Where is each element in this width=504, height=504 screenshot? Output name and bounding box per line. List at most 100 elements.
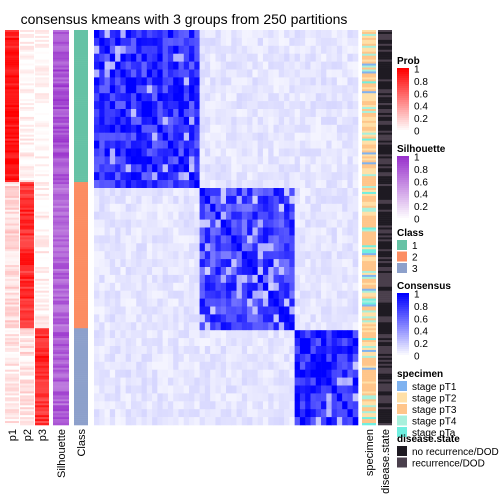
- consensus-cell: [120, 274, 126, 284]
- consensus-cell: [210, 124, 216, 133]
- specimen-cell: [362, 268, 376, 272]
- consensus-cell: [284, 377, 290, 386]
- consensus-cell: [352, 140, 359, 149]
- consensus-cell: [162, 393, 169, 402]
- consensus-cell: [99, 172, 105, 181]
- disease-state-cell: [378, 225, 392, 228]
- consensus-cell: [189, 259, 195, 268]
- consensus-cell: [162, 417, 169, 426]
- specimen-cell: [362, 377, 376, 380]
- consensus-cell: [352, 369, 359, 378]
- consensus-cell: [321, 306, 327, 315]
- class-cell: [74, 110, 88, 114]
- disease-state-cell: [378, 166, 392, 169]
- disease-state-cell: [378, 160, 392, 163]
- consensus-cell: [94, 243, 100, 252]
- consensus-cell: [331, 314, 338, 323]
- class-cell: [74, 316, 88, 319]
- class-cell: [74, 381, 88, 384]
- consensus-cell: [321, 235, 327, 244]
- disease-state-cell: [378, 306, 392, 309]
- prob-p1-cell: [5, 363, 19, 367]
- consensus-cell: [241, 369, 248, 378]
- consensus-cell: [215, 30, 222, 39]
- silhouette-cell: [53, 371, 69, 374]
- consensus-cell: [141, 346, 148, 355]
- consensus-cell: [299, 401, 306, 410]
- consensus-cell: [289, 401, 295, 410]
- consensus-cell: [342, 140, 348, 149]
- prob-p2-cell: [20, 306, 34, 309]
- prob-p1-cell: [5, 395, 19, 398]
- consensus-cell: [136, 338, 142, 347]
- consensus-cell: [299, 227, 306, 236]
- prob-p2-cell: [20, 401, 34, 404]
- legend-tick-label: 0.4: [414, 102, 428, 113]
- silhouette-cell: [53, 172, 69, 175]
- consensus-cell: [247, 298, 253, 307]
- prob-p3-cell: [35, 308, 49, 311]
- consensus-cell: [262, 401, 269, 410]
- consensus-cell: [262, 346, 269, 355]
- class-cell: [74, 75, 88, 78]
- consensus-cell: [194, 393, 200, 402]
- consensus-cell: [162, 298, 169, 307]
- consensus-cell: [241, 180, 248, 189]
- class-cell: [74, 91, 88, 94]
- consensus-cell: [173, 361, 179, 370]
- disease-state-cell: [378, 365, 392, 369]
- silhouette-cell: [53, 162, 69, 165]
- consensus-cell: [315, 211, 322, 220]
- consensus-cell: [178, 377, 185, 386]
- consensus-cell: [183, 61, 190, 70]
- silhouette-cell: [53, 122, 69, 126]
- consensus-cell: [294, 148, 301, 157]
- consensus-cell: [115, 93, 121, 102]
- prob-p1-cell: [5, 322, 19, 325]
- consensus-cell: [120, 195, 126, 205]
- consensus-cell: [342, 77, 348, 86]
- consensus-cell: [130, 203, 137, 212]
- consensus-cell: [194, 188, 200, 197]
- consensus-cell: [173, 164, 179, 173]
- prob-p3-cell: [35, 197, 49, 201]
- prob-p1-cell: [5, 239, 19, 242]
- class-cell: [74, 363, 88, 367]
- class-cell: [74, 49, 88, 53]
- disease-state-cell: [378, 223, 392, 226]
- consensus-cell: [120, 282, 126, 291]
- consensus-cell: [262, 251, 269, 260]
- consensus-cell: [173, 219, 179, 228]
- consensus-cell: [247, 290, 253, 299]
- silhouette-cell: [53, 274, 69, 278]
- class-cell: [74, 65, 88, 68]
- consensus-cell: [299, 298, 306, 307]
- consensus-cell: [215, 274, 222, 284]
- prob-p1-cell: [5, 126, 19, 130]
- consensus-cell: [220, 101, 227, 110]
- class-cell: [74, 146, 88, 149]
- consensus-cell: [220, 45, 227, 54]
- consensus-cell: [262, 243, 269, 252]
- legend-tick-label: 0.2: [414, 202, 428, 213]
- consensus-cell: [157, 401, 163, 410]
- legend-gradient-step: [397, 118, 409, 121]
- consensus-cell: [210, 203, 216, 212]
- consensus-cell: [289, 148, 295, 157]
- consensus-cell: [241, 259, 248, 268]
- prob-p1-cell: [5, 93, 19, 96]
- legend-gradient-step: [397, 303, 409, 306]
- silhouette-cell: [53, 351, 69, 355]
- consensus-cell: [210, 30, 216, 39]
- consensus-cell: [162, 369, 169, 378]
- prob-p2-cell: [20, 332, 34, 335]
- annotation-bars: [5, 30, 392, 426]
- consensus-cell: [189, 314, 195, 323]
- specimen-cell: [362, 97, 376, 100]
- prob-p1-cell: [5, 237, 19, 240]
- class-cell: [74, 89, 88, 92]
- prob-p3-cell: [35, 259, 49, 262]
- prob-p1-cell: [5, 397, 19, 400]
- consensus-cell: [173, 211, 179, 220]
- consensus-cell: [278, 306, 285, 315]
